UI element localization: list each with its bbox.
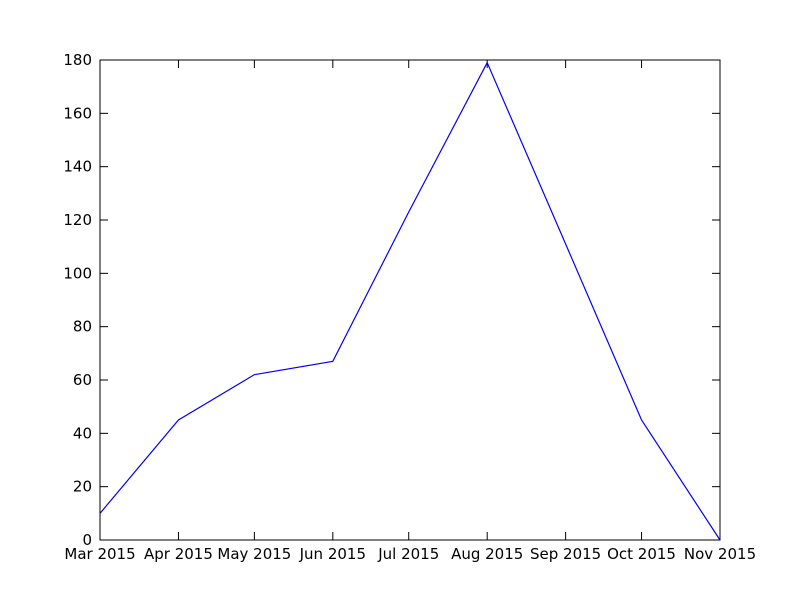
x-tick-label-7: Oct 2015 (607, 545, 676, 563)
y-tick-label-6: 120 (63, 211, 92, 229)
y-tick-label-4: 80 (73, 318, 92, 336)
x-tick-label-2: May 2015 (217, 545, 291, 563)
y-tick-label-5: 100 (63, 264, 92, 282)
y-tick-label-7: 140 (63, 158, 92, 176)
x-tick-label-4: Jul 2015 (377, 545, 439, 563)
y-tick-label-0: 0 (82, 531, 92, 549)
x-tick-label-1: Apr 2015 (144, 545, 213, 563)
y-tick-label-8: 160 (63, 104, 92, 122)
x-tick-label-8: Nov 2015 (684, 545, 756, 563)
series-layer (99, 61, 721, 541)
series-line-0 (99, 61, 721, 541)
y-tick-label-3: 60 (73, 371, 92, 389)
x-tick-label-5: Aug 2015 (451, 545, 523, 563)
y-tick-label-9: 180 (63, 51, 92, 69)
x-tick-label-0: Mar 2015 (64, 545, 135, 563)
x-tick-label-3: Jun 2015 (299, 545, 366, 563)
plot-frame (99, 59, 721, 541)
x-tick-label-6: Sep 2015 (530, 545, 601, 563)
y-tick-label-2: 40 (73, 424, 92, 442)
y-tick-label-1: 20 (73, 478, 92, 496)
ticks-layer: 0 20 40 60 80 100 120 140 160 180 Mar 2015 Apr 2015… (63, 51, 756, 563)
